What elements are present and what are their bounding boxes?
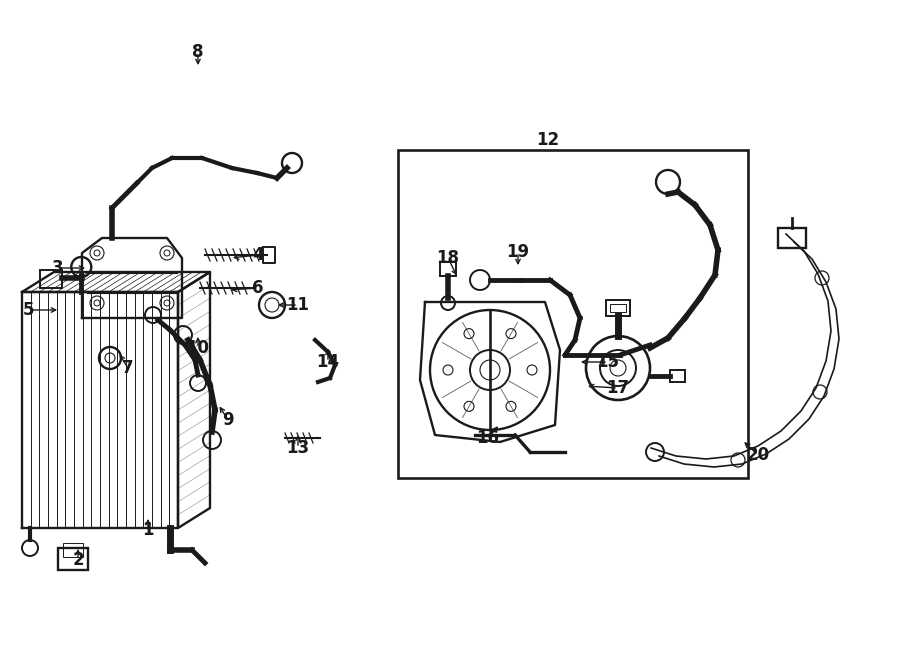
Text: 4: 4 [252, 246, 264, 264]
Text: 7: 7 [122, 359, 134, 377]
Text: 3: 3 [52, 259, 64, 277]
Text: 1: 1 [142, 521, 154, 539]
Text: 12: 12 [536, 131, 560, 149]
Bar [63, 543, 83, 557]
Text: 17: 17 [607, 379, 630, 397]
Text: 11: 11 [286, 296, 310, 314]
Bar [778, 228, 806, 248]
Bar [670, 370, 685, 382]
Text: 14: 14 [317, 353, 339, 371]
Bar [398, 150, 748, 478]
Bar [606, 300, 630, 316]
Text: 20: 20 [746, 446, 769, 464]
Bar [40, 270, 62, 288]
Text: 13: 13 [286, 439, 310, 457]
Text: 9: 9 [222, 411, 234, 429]
Bar [58, 548, 88, 570]
Text: 2: 2 [72, 551, 84, 569]
Text: 16: 16 [476, 429, 500, 447]
Text: 6: 6 [252, 279, 264, 297]
Text: 19: 19 [507, 243, 529, 261]
Text: 15: 15 [597, 353, 619, 371]
Text: 10: 10 [186, 339, 210, 357]
Text: 18: 18 [436, 249, 460, 267]
Text: 5: 5 [22, 301, 34, 319]
Bar [610, 304, 626, 312]
Text: 8: 8 [193, 43, 203, 61]
Bar [440, 262, 456, 276]
